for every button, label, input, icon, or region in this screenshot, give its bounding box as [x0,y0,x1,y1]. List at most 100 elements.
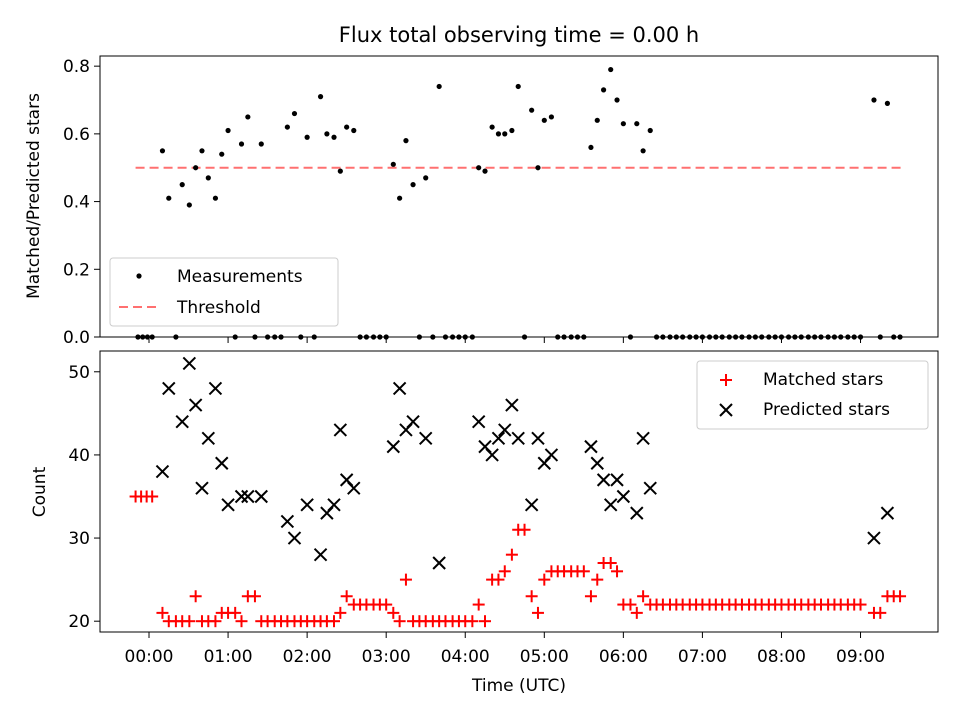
matched-star-point [189,590,202,603]
predicted-star-point [195,481,209,495]
predicted-star-point [643,481,657,495]
matched-star-point [637,590,650,603]
predicted-star-point [584,439,598,454]
y-tick-label: 50 [68,363,90,383]
bottom-y-axis-label: Count [30,466,50,517]
measurement-point [245,114,251,120]
predicted-star-point [175,414,189,429]
measurement-point [871,97,877,103]
y-tick-label: 40 [68,446,90,466]
top-y-ticks: 0.0 0.2 0.4 0.6 0.8 [63,57,100,348]
measurement-point [205,175,211,181]
matched-star-point [604,556,617,569]
predicted-star-point [201,431,216,446]
measurement-point [403,138,409,144]
matched-star-point [235,615,248,628]
y-tick-label: 20 [68,612,90,632]
legend-matched-label: Matched stars [763,370,883,390]
bottom-x-ticks: 00:00 01:00 02:00 03:00 04:00 05:00 06:00 07:00… [125,632,885,667]
measurement-point [397,195,403,201]
predicted-star-point [544,448,559,462]
x-tick-label: 03:00 [362,647,411,667]
measurement-point [647,127,653,134]
measurement-point [186,202,192,208]
measurement-point [179,182,185,188]
legend-predicted-label: Predicted stars [763,400,890,420]
y-tick-label: 0.6 [63,125,90,145]
measurement-point [284,124,290,130]
matched-star-point [156,606,169,619]
x-tick-label: 05:00 [520,647,569,667]
measurement-point [331,134,337,140]
measurement-point [199,148,205,154]
matched-star-point [591,573,604,586]
predicted-star-point [491,431,506,446]
matched-star-point [146,490,159,503]
predicted-star-point [221,498,235,512]
top-plot-frame [99,55,939,338]
measurement-point [324,131,330,137]
legend-measurements-marker [136,273,142,279]
matched-star-point [611,565,624,578]
measurement-point [884,100,891,106]
predicted-star-point [596,473,611,487]
measurement-point [608,66,614,73]
x-tick-label: 07:00 [678,647,727,667]
y-tick-label: 0.2 [63,260,90,280]
measurement-point [225,127,231,134]
measurement-point [614,97,620,103]
measurement-point [489,124,495,130]
predicted-star-point [386,439,401,454]
x-tick-label: 08:00 [757,647,806,667]
matched-star-point [518,523,531,536]
measurement-point [529,107,535,113]
measurement-point [344,124,350,130]
predicted-star-point [511,431,525,446]
matched-star-point [183,615,196,628]
matched-star-point [854,598,867,611]
bottom-y-ticks: 20 30 40 50 [68,363,100,632]
predicted-star-points [155,356,895,570]
predicted-star-point [327,498,341,512]
measurement-point [193,165,199,171]
predicted-star-point [234,489,249,504]
top-legend: Measurements Threshold [109,257,339,327]
measurement-point [166,195,172,201]
measurement-point [476,165,482,171]
x-axis-label: Time (UTC) [471,676,566,696]
y-tick-label: 30 [68,529,90,549]
measurement-point [640,148,646,154]
x-tick-label: 06:00 [599,647,648,667]
measurement-point [337,168,343,174]
bottom-legend: Matched stars Predicted stars [696,360,929,430]
matched-star-point [229,606,242,619]
predicted-star-point [333,423,348,437]
matched-star-point [498,565,511,578]
predicted-star-point [215,456,229,470]
legend-matched-marker [720,374,732,386]
matched-star-point [387,606,400,619]
predicted-star-point [867,531,881,545]
predicted-star-point [182,356,197,371]
measurement-point [482,168,488,174]
matched-star-point [577,565,590,578]
matched-star-point [393,615,406,628]
chart-title: Flux total observing time = 0.00 h [339,23,699,47]
predicted-star-point [531,431,545,446]
x-tick-label: 01:00 [204,647,253,667]
predicted-star-point [280,514,295,529]
top-y-axis-label: Matched/Predicted stars [24,93,44,299]
top-legend-box [109,257,339,327]
matched-star-point [525,590,538,603]
predicted-star-point [162,381,176,396]
measurement-point [594,117,600,123]
predicted-star-point [498,423,512,437]
measurement-point [219,151,225,157]
x-tick-label: 02:00 [283,647,332,667]
predicted-star-point [392,381,407,396]
matched-star-point [340,590,353,603]
bottom-legend-box [696,360,929,430]
predicted-star-point [590,456,604,470]
matched-star-point [209,615,222,628]
